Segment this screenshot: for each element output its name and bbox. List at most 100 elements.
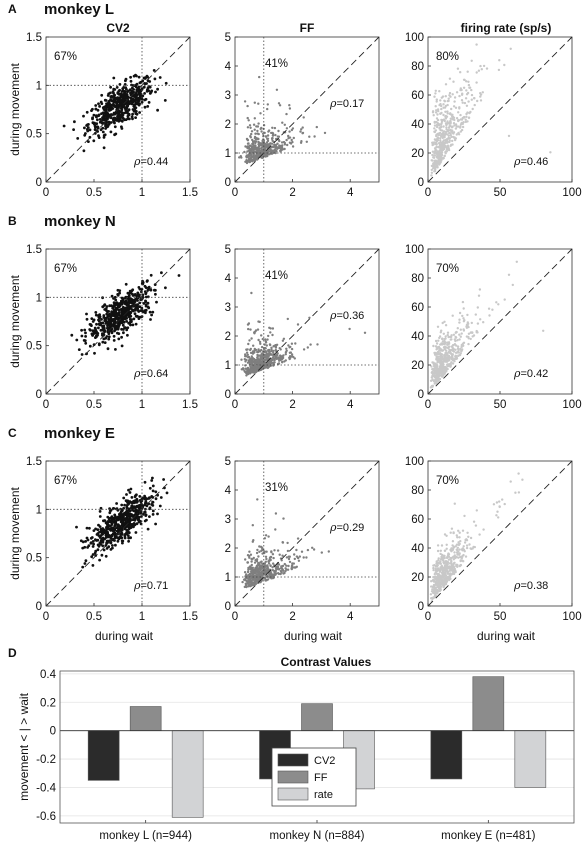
data-point (148, 310, 152, 314)
data-point (266, 137, 270, 140)
data-point (105, 309, 108, 312)
data-point (479, 95, 482, 98)
data-point (107, 337, 111, 341)
axes-box (45, 36, 191, 183)
data-point (348, 327, 351, 331)
data-point (474, 313, 477, 316)
data-point (455, 551, 459, 554)
data-point (124, 315, 128, 319)
data-point (138, 305, 142, 308)
data-point (327, 550, 330, 553)
data-point (244, 558, 247, 561)
data-point (488, 314, 491, 317)
data-point (249, 328, 252, 331)
x-tick-label: 2 (289, 611, 295, 623)
data-point (288, 130, 291, 133)
data-point (479, 318, 482, 321)
data-point (261, 337, 264, 341)
data-point (164, 81, 168, 85)
data-point (285, 564, 288, 567)
data-point (445, 580, 449, 583)
data-point (103, 316, 107, 320)
data-point (121, 299, 125, 303)
data-point (146, 301, 150, 305)
data-point (276, 352, 279, 355)
x-tick-label: 4 (347, 611, 354, 623)
data-point (113, 324, 117, 328)
data-point (82, 114, 85, 118)
data-point (436, 549, 440, 553)
y-tick-label: 1.5 (26, 456, 42, 468)
data-point (109, 85, 112, 89)
unity-line (45, 248, 191, 395)
data-point (101, 305, 105, 309)
panel-letter: C (8, 426, 17, 440)
data-point (101, 126, 105, 130)
data-point (460, 343, 463, 347)
data-point (114, 311, 118, 314)
data-point (466, 91, 470, 95)
data-point (141, 281, 145, 284)
y-tick-label: 20 (411, 360, 424, 372)
y-tick-label: -0.4 (36, 782, 56, 794)
data-point (290, 342, 294, 345)
data-point (436, 364, 439, 367)
data-point (112, 321, 116, 325)
data-point (244, 579, 247, 582)
data-point (497, 303, 500, 306)
data-point (455, 117, 459, 120)
data-point (444, 335, 447, 338)
data-point (435, 357, 438, 360)
data-point (120, 526, 124, 530)
x-tick-label: 2 (289, 187, 295, 199)
data-point (253, 577, 257, 580)
data-point (72, 128, 75, 132)
data-point (433, 353, 437, 356)
data-point (470, 93, 474, 97)
data-point (267, 562, 271, 565)
data-point (268, 343, 272, 346)
data-point (107, 332, 111, 336)
data-point (134, 531, 138, 534)
data-point (241, 580, 244, 584)
data-point (126, 333, 129, 337)
data-point (86, 538, 90, 542)
data-point (459, 87, 462, 90)
data-point (276, 362, 280, 366)
data-point (268, 350, 271, 353)
data-point (257, 555, 260, 558)
y-tick-label: 1 (36, 504, 42, 516)
data-point (442, 103, 445, 106)
data-point (302, 116, 305, 119)
data-point (450, 560, 453, 564)
data-point (435, 149, 438, 152)
data-point (476, 99, 479, 103)
data-point (446, 110, 449, 113)
data-point (495, 514, 498, 517)
data-point (457, 119, 461, 122)
data-point (475, 509, 478, 512)
data-point (137, 75, 141, 79)
data-point (296, 537, 300, 540)
data-point (443, 549, 447, 552)
data-point (294, 342, 297, 345)
data-point (115, 507, 118, 511)
data-point (245, 374, 248, 377)
data-point (503, 63, 506, 67)
data-point (111, 318, 115, 322)
data-point (288, 346, 291, 349)
data-point (297, 559, 301, 562)
x-tick-label: 0.5 (86, 187, 102, 199)
data-point (452, 333, 456, 336)
data-point (138, 96, 141, 100)
data-point (438, 585, 442, 589)
data-point (111, 529, 115, 533)
data-point (250, 130, 254, 133)
data-point (313, 135, 316, 138)
data-point (257, 320, 260, 323)
data-point (109, 95, 113, 99)
data-point (77, 348, 81, 351)
data-point (302, 556, 305, 559)
data-point (432, 564, 435, 567)
data-point (143, 510, 147, 514)
